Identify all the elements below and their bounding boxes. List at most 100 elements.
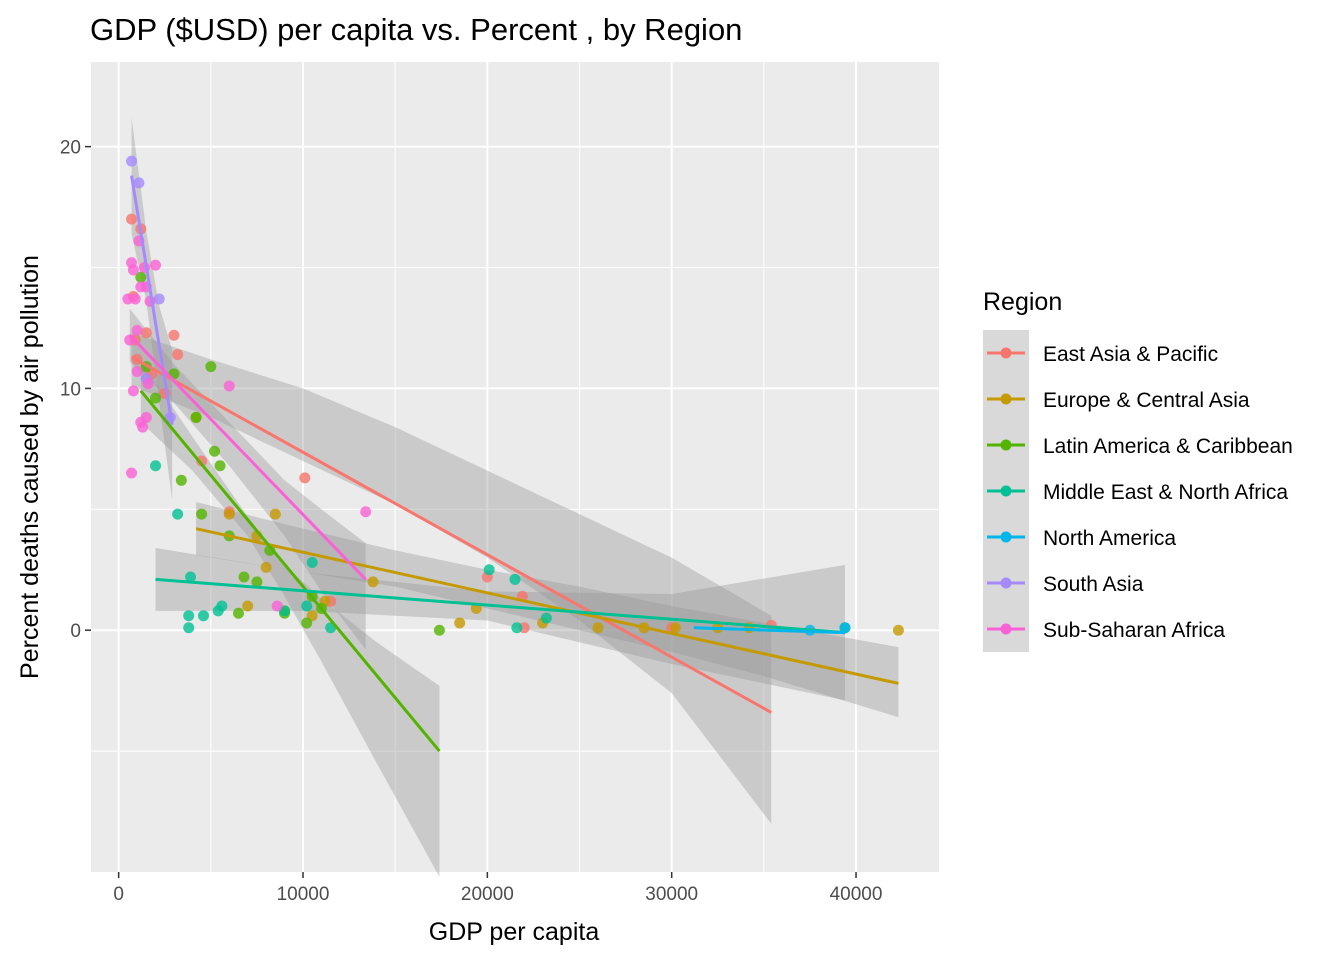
data-point — [131, 324, 143, 336]
legend-key-point — [1000, 623, 1012, 635]
legend-label: Europe & Central Asia — [1043, 389, 1250, 412]
data-point — [433, 624, 445, 636]
data-point — [306, 557, 318, 569]
data-point — [133, 177, 145, 189]
chart-title: GDP ($USD) per capita vs. Percent , by R… — [90, 12, 742, 47]
data-point — [127, 385, 139, 397]
x-tick-label: 10000 — [277, 884, 330, 905]
trend-line — [693, 626, 846, 635]
data-point — [269, 508, 281, 520]
data-point — [232, 607, 244, 619]
data-point — [190, 411, 202, 423]
data-point — [168, 329, 180, 341]
confidence-band — [131, 332, 772, 824]
trend-line — [128, 334, 367, 581]
y-axis-title: Percent deaths caused by air pollution — [16, 255, 44, 679]
data-point — [196, 508, 208, 520]
x-axis: 0 10000 20000 30000 40000 — [113, 872, 882, 905]
data-point — [367, 576, 379, 588]
legend-items: East Asia & Pacific Europe & Central Asia… — [983, 330, 1293, 652]
legend-key-point — [1000, 577, 1012, 589]
x-tick-label: 0 — [113, 884, 124, 905]
data-point — [242, 600, 254, 612]
legend: Region East Asia & Pacific Europe & Centr… — [983, 288, 1293, 652]
data-point — [260, 561, 272, 573]
data-point — [216, 600, 228, 612]
legend-key-point — [1000, 439, 1012, 451]
legend-label: Sub-Saharan Africa — [1043, 619, 1225, 642]
confidence-band — [129, 308, 366, 650]
data-point — [511, 622, 523, 634]
data-point — [454, 617, 466, 629]
data-point — [137, 421, 149, 433]
plot-background — [91, 62, 939, 872]
data-point — [839, 622, 851, 634]
data-point — [540, 612, 552, 624]
data-point — [150, 460, 162, 472]
legend-title: Region — [983, 288, 1062, 316]
legend-key-point — [1000, 347, 1012, 359]
data-point — [360, 506, 372, 518]
y-axis: 0 10 20 — [60, 138, 91, 642]
data-point — [185, 571, 197, 583]
data-point — [126, 213, 138, 225]
data-point — [214, 460, 226, 472]
x-tick-label: 40000 — [830, 884, 883, 905]
data-point — [183, 622, 195, 634]
data-points — [122, 155, 904, 636]
data-point — [126, 155, 138, 167]
data-point — [205, 361, 217, 373]
confidence-band — [155, 548, 845, 701]
data-point — [172, 508, 184, 520]
data-point — [131, 365, 143, 377]
data-point — [126, 467, 138, 479]
trend-line — [155, 577, 846, 635]
data-point — [223, 508, 235, 520]
data-point — [251, 576, 263, 588]
x-tick-label: 20000 — [461, 884, 514, 905]
y-tick-label: 0 — [70, 621, 81, 642]
y-tick-label: 10 — [60, 379, 81, 400]
data-point — [238, 571, 250, 583]
trend-lines — [128, 175, 899, 753]
data-point — [892, 624, 904, 636]
data-point — [142, 378, 154, 390]
trend-line — [195, 527, 899, 685]
data-point — [592, 622, 604, 634]
data-point — [299, 472, 311, 484]
data-point — [172, 349, 184, 361]
legend-key-point — [1000, 393, 1012, 405]
data-point — [271, 600, 283, 612]
gridlines — [91, 62, 939, 872]
trend-line — [139, 389, 441, 753]
plot-panel — [91, 62, 939, 877]
data-point — [175, 474, 187, 486]
data-point — [209, 445, 221, 457]
y-tick-label: 20 — [60, 138, 81, 159]
data-point — [223, 380, 235, 392]
data-point — [153, 293, 165, 305]
data-point — [140, 411, 152, 423]
legend-label: South Asia — [1043, 573, 1144, 596]
data-point — [150, 392, 162, 404]
data-point — [197, 610, 209, 622]
data-point — [127, 264, 139, 276]
data-point — [196, 455, 208, 467]
x-tick-label: 30000 — [645, 884, 698, 905]
legend-label: Middle East & North Africa — [1043, 481, 1288, 504]
data-point — [301, 600, 313, 612]
data-point — [140, 327, 152, 339]
data-point — [483, 564, 495, 576]
trend-line — [130, 355, 772, 714]
data-point — [669, 622, 681, 634]
x-axis-title: GDP per capita — [429, 918, 600, 946]
confidence-band — [140, 359, 440, 877]
legend-key-point — [1000, 531, 1012, 543]
data-point — [301, 617, 313, 629]
data-point — [183, 610, 195, 622]
data-point — [509, 573, 521, 585]
legend-label: North America — [1043, 527, 1176, 550]
legend-label: East Asia & Pacific — [1043, 343, 1218, 366]
trend-line — [130, 175, 174, 425]
